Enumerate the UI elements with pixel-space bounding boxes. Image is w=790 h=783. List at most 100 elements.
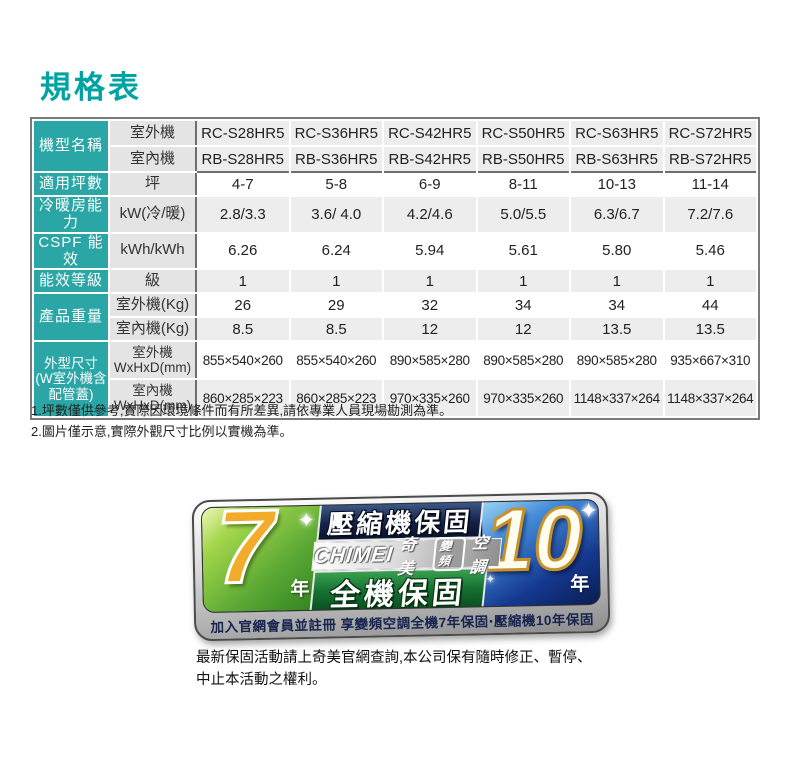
spec-cell: 29 bbox=[290, 294, 382, 316]
spec-cell: RC-S72HR5 bbox=[664, 121, 756, 145]
spec-cell: RB-S36HR5 bbox=[290, 147, 382, 171]
brand-band: CHIMEI 奇美 變頻 空調 bbox=[311, 535, 503, 578]
footnote-1: 1.坪數僅供參考,實際因環境條件而有所差異,請依專業人員現場勘測為準。 bbox=[31, 403, 453, 418]
spec-cell: 1 bbox=[384, 270, 476, 292]
disclaimer-text: 最新保固活動請上奇美官網查詢,本公司保有隨時修正、暫停、 中止本活動之權利。 bbox=[196, 650, 592, 688]
row-label-cspf: CSPF 能效 bbox=[34, 233, 108, 268]
spec-cell: 13.5 bbox=[571, 318, 663, 340]
spec-cell: 5.61 bbox=[477, 233, 569, 268]
footnotes: 1.坪數僅供參考,實際因環境條件而有所差異,請依專業人員現場勘測為準。 2.圖片… bbox=[31, 401, 452, 443]
spec-cell: 935×667×310 bbox=[664, 342, 756, 378]
spec-cell: 6.3/6.7 bbox=[571, 197, 663, 232]
spec-table: 機型名稱 室外機 RC-S28HR5 RC-S36HR5 RC-S42HR5 R… bbox=[30, 117, 760, 420]
spec-cell: 1 bbox=[197, 270, 289, 292]
table-row-cspf: CSPF 能效 kWh/kWh 6.26 6.24 5.94 5.61 5.80… bbox=[34, 233, 756, 268]
seven-number: 7 bbox=[214, 498, 277, 607]
year-label-left: 年 bbox=[290, 578, 310, 601]
spec-cell: 8.5 bbox=[290, 318, 382, 340]
table-row-indoor-model: 室內機 RB-S28HR5 RB-S36HR5 RB-S42HR5 RB-S50… bbox=[34, 147, 756, 171]
aircon-label: 空調 bbox=[468, 534, 490, 577]
table-row-area: 適用坪數 坪 4-7 5-8 6-9 8-11 10-13 11-14 bbox=[34, 173, 756, 195]
spec-cell: 890×585×280 bbox=[571, 342, 663, 378]
spec-cell: 11-14 bbox=[664, 173, 756, 195]
spec-cell: 970×335×260 bbox=[384, 380, 476, 416]
page-title: 規格表 bbox=[40, 70, 142, 105]
row-label-area: 適用坪數 bbox=[34, 173, 108, 195]
spec-cell: RB-S63HR5 bbox=[571, 147, 663, 171]
spec-cell: 1148×337×264 bbox=[571, 380, 663, 416]
chimei-logo: CHIMEI bbox=[312, 542, 395, 568]
table-row-weight-indoor: 室內機(Kg) 8.5 8.5 12 12 13.5 13.5 bbox=[34, 318, 756, 340]
row-sublabel: 室外機(Kg) bbox=[110, 294, 195, 316]
spec-cell: 1148×337×264 bbox=[664, 380, 756, 416]
spec-cell: 34 bbox=[571, 294, 663, 316]
row-sublabel: kWh/kWh bbox=[110, 233, 195, 268]
row-sublabel: 室內機 WxHxD(mm) bbox=[110, 380, 195, 416]
spec-cell: 34 bbox=[477, 294, 569, 316]
spec-cell: 8.5 bbox=[197, 318, 289, 340]
spec-cell: RC-S42HR5 bbox=[384, 121, 476, 145]
spec-cell: 860×285×223 bbox=[290, 380, 382, 416]
row-label-weight: 產品重量 bbox=[34, 294, 108, 340]
spec-cell: 890×585×280 bbox=[384, 342, 476, 378]
spec-cell: 44 bbox=[664, 294, 756, 316]
spec-cell: RB-S42HR5 bbox=[384, 147, 476, 171]
spec-cell: 4-7 bbox=[197, 173, 289, 195]
spec-cell: RC-S36HR5 bbox=[290, 121, 382, 145]
spec-cell: 855×540×260 bbox=[290, 342, 382, 378]
table-row-outdoor-model: 機型名稱 室外機 RC-S28HR5 RC-S36HR5 RC-S42HR5 R… bbox=[34, 121, 756, 171]
spec-cell: RB-S72HR5 bbox=[664, 147, 756, 171]
badge-panel-7-years: 7 年 ✦ bbox=[201, 499, 324, 613]
spec-cell: 4.2/4.6 bbox=[384, 197, 476, 232]
row-label-energy-grade: 能效等級 bbox=[34, 270, 108, 292]
spec-cell: 1 bbox=[290, 270, 382, 292]
spec-cell: 5.0/5.5 bbox=[477, 197, 569, 232]
row-sublabel: 室外機 WxHxD(mm) bbox=[110, 342, 195, 378]
badge-center: 壓縮機保固 CHIMEI 奇美 變頻 空調 全機保固 bbox=[309, 502, 503, 612]
spec-table-grid: 機型名稱 室外機 RC-S28HR5 RC-S36HR5 RC-S42HR5 R… bbox=[32, 119, 758, 418]
inverter-tag: 變頻 bbox=[432, 536, 467, 571]
table-row-energy-grade: 能效等級 級 1 1 1 1 1 1 bbox=[34, 270, 756, 292]
badge-frame: 7 年 ✦ 壓縮機保固 CHIMEI 奇美 變頻 空調 全機保固 bbox=[191, 491, 611, 642]
row-label-dimensions: 外型尺寸 (W室外機含 配管蓋) bbox=[34, 342, 108, 416]
row-sublabel: 室內機(Kg) bbox=[110, 318, 195, 340]
spec-cell: 6-9 bbox=[384, 173, 476, 195]
spec-cell: 860×285×223 bbox=[197, 380, 289, 416]
spec-cell: 6.26 bbox=[197, 233, 289, 268]
table-row-dimensions-indoor: 室內機 WxHxD(mm) 860×285×223 860×285×223 97… bbox=[34, 380, 756, 416]
spec-cell: 5.46 bbox=[664, 233, 756, 268]
row-sublabel: kW(冷/暖) bbox=[110, 197, 195, 232]
spec-cell: 10-13 bbox=[571, 173, 663, 195]
spec-cell: RC-S63HR5 bbox=[571, 121, 663, 145]
spec-cell: 12 bbox=[384, 318, 476, 340]
spec-cell: 26 bbox=[197, 294, 289, 316]
badge-main: 7 年 ✦ 壓縮機保固 CHIMEI 奇美 變頻 空調 全機保固 bbox=[200, 498, 601, 614]
spec-cell: RB-S28HR5 bbox=[197, 147, 289, 171]
spec-cell: 13.5 bbox=[664, 318, 756, 340]
row-sublabel: 坪 bbox=[110, 173, 195, 195]
warranty-badge: 7 年 ✦ 壓縮機保固 CHIMEI 奇美 變頻 空調 全機保固 bbox=[191, 491, 611, 642]
spec-cell: RB-S50HR5 bbox=[477, 147, 569, 171]
spec-cell: 855×540×260 bbox=[197, 342, 289, 378]
spec-cell: 2.8/3.3 bbox=[197, 197, 289, 232]
spec-cell: 3.6/ 4.0 bbox=[290, 197, 382, 232]
year-label-right: 年 bbox=[570, 574, 590, 596]
spec-cell: 1 bbox=[477, 270, 569, 292]
brand-chinese-label: 奇美 bbox=[396, 536, 418, 578]
spec-cell: 5.80 bbox=[571, 233, 663, 268]
spec-cell: 32 bbox=[384, 294, 476, 316]
spec-cell: 6.24 bbox=[290, 233, 382, 268]
row-sublabel: 級 bbox=[110, 270, 195, 292]
table-row-weight-outdoor: 產品重量 室外機(Kg) 26 29 32 34 34 44 bbox=[34, 294, 756, 340]
spec-cell: 970×335×260 bbox=[477, 380, 569, 416]
table-row-dimensions-outdoor: 外型尺寸 (W室外機含 配管蓋) 室外機 WxHxD(mm) 855×540×2… bbox=[34, 342, 756, 416]
spec-cell: 7.2/7.6 bbox=[664, 197, 756, 232]
sparkle-icon: ✦ bbox=[297, 509, 316, 533]
spec-cell: 890×585×280 bbox=[477, 342, 569, 378]
spec-cell: 5-8 bbox=[290, 173, 382, 195]
row-label-model-name: 機型名稱 bbox=[34, 121, 108, 171]
spec-cell: RC-S50HR5 bbox=[477, 121, 569, 145]
table-row-capacity: 冷暖房能力 kW(冷/暖) 2.8/3.3 3.6/ 4.0 4.2/4.6 5… bbox=[34, 197, 756, 232]
spec-cell: 8-11 bbox=[477, 173, 569, 195]
